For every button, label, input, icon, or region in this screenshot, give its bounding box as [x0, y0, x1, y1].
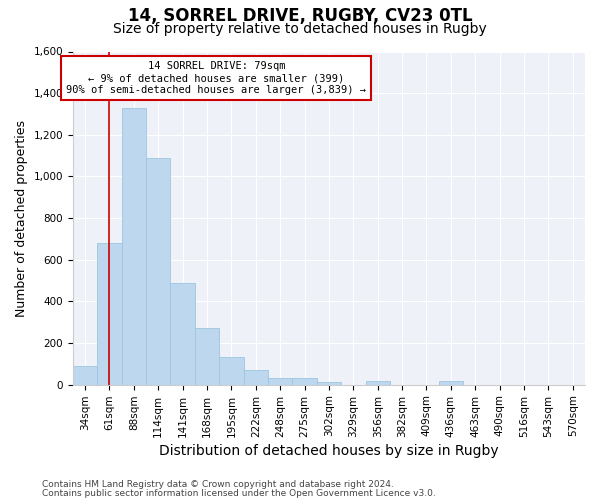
Y-axis label: Number of detached properties: Number of detached properties — [15, 120, 28, 316]
Text: Contains public sector information licensed under the Open Government Licence v3: Contains public sector information licen… — [42, 488, 436, 498]
Bar — [268, 378, 292, 384]
Bar — [365, 380, 390, 384]
Text: Size of property relative to detached houses in Rugby: Size of property relative to detached ho… — [113, 22, 487, 36]
Bar — [73, 366, 97, 384]
X-axis label: Distribution of detached houses by size in Rugby: Distribution of detached houses by size … — [159, 444, 499, 458]
Bar — [244, 370, 268, 384]
Text: 14, SORREL DRIVE, RUGBY, CV23 0TL: 14, SORREL DRIVE, RUGBY, CV23 0TL — [128, 8, 472, 26]
Bar — [170, 282, 195, 384]
Bar — [97, 243, 122, 384]
Bar — [317, 382, 341, 384]
Bar — [439, 380, 463, 384]
Bar — [292, 378, 317, 384]
Text: Contains HM Land Registry data © Crown copyright and database right 2024.: Contains HM Land Registry data © Crown c… — [42, 480, 394, 489]
Bar — [195, 328, 219, 384]
Text: 14 SORREL DRIVE: 79sqm
← 9% of detached houses are smaller (399)
90% of semi-det: 14 SORREL DRIVE: 79sqm ← 9% of detached … — [66, 62, 366, 94]
Bar — [122, 108, 146, 384]
Bar — [219, 356, 244, 384]
Bar — [146, 158, 170, 384]
